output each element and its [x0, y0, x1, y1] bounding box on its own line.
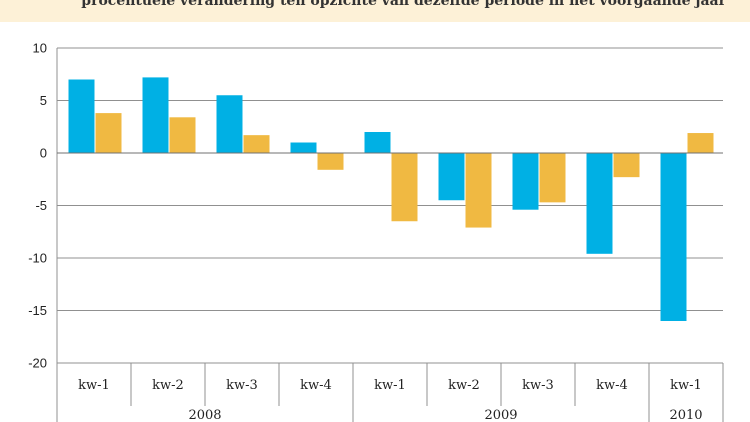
- y-tick-label: -20: [28, 356, 47, 371]
- tick-labels: 10 5 0 -5 -10 -15 -20 kw-1 kw-2 kw-3 kw-4 kw-1 kw-2 k…: [28, 41, 702, 422]
- caption-banner: [0, 0, 750, 22]
- y-tick-label: 0: [40, 146, 47, 161]
- x-tick-label: kw-3: [226, 378, 258, 393]
- bar-series-2: [687, 133, 714, 153]
- y-tick-label: 5: [40, 93, 47, 108]
- x-tick-label: kw-3: [522, 378, 554, 393]
- bar-series-2: [613, 153, 640, 178]
- axes: [56, 48, 724, 422]
- x-tick-label: kw-2: [152, 378, 184, 393]
- bar-series-2: [539, 153, 566, 203]
- bar-series-2: [243, 135, 270, 153]
- group-label: 2010: [669, 408, 702, 422]
- x-tick-label: kw-1: [670, 378, 702, 393]
- bar-series-1: [660, 153, 687, 321]
- y-tick-label: 10: [33, 41, 47, 56]
- bars: [68, 77, 714, 321]
- x-tick-label: kw-1: [78, 378, 110, 393]
- chart-caption: procentuele verandering ten opzichte van…: [81, 0, 726, 9]
- y-tick-label: -5: [35, 198, 47, 213]
- bar-series-1: [216, 95, 243, 153]
- group-label: 2008: [188, 408, 221, 422]
- group-label: 2009: [484, 408, 517, 422]
- bar-series-1: [142, 77, 169, 153]
- bar-series-1: [438, 153, 465, 201]
- bar-series-1: [364, 132, 391, 153]
- bar-series-2: [317, 153, 344, 170]
- x-tick-label: kw-4: [300, 378, 332, 393]
- bar-series-1: [290, 142, 317, 153]
- x-tick-label: kw-4: [596, 378, 628, 393]
- bar-series-2: [465, 153, 492, 228]
- bar-series-2: [169, 117, 196, 153]
- bar-series-2: [95, 113, 122, 153]
- bar-series-1: [68, 79, 95, 153]
- bar-series-1: [586, 153, 613, 254]
- x-tick-label: kw-1: [374, 378, 406, 393]
- bar-series-1: [512, 153, 539, 210]
- x-tick-label: kw-2: [448, 378, 480, 393]
- y-tick-label: -10: [28, 251, 47, 266]
- y-tick-label: -15: [28, 303, 47, 318]
- bar-series-2: [391, 153, 418, 222]
